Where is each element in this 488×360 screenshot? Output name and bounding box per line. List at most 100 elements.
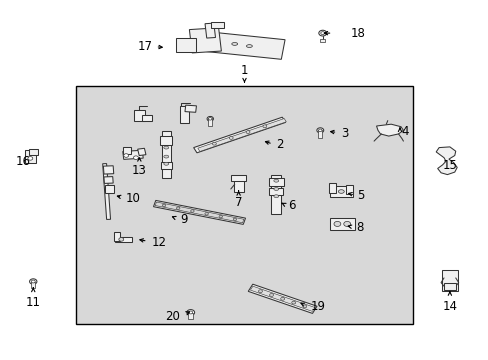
Bar: [188, 313, 193, 319]
Bar: [155, 202, 244, 223]
Ellipse shape: [133, 156, 138, 159]
Ellipse shape: [273, 188, 278, 190]
Text: 16: 16: [16, 156, 31, 168]
Text: 14: 14: [442, 300, 456, 312]
Ellipse shape: [302, 305, 306, 308]
Ellipse shape: [212, 142, 216, 145]
Ellipse shape: [190, 210, 194, 212]
Text: 9: 9: [180, 213, 187, 226]
Bar: [441, 270, 457, 291]
Bar: [162, 131, 170, 178]
Text: 4: 4: [400, 125, 407, 138]
Text: 12: 12: [151, 236, 166, 249]
Bar: [76, 86, 412, 324]
Text: 11: 11: [26, 296, 41, 309]
Bar: [114, 237, 132, 242]
Text: 7: 7: [234, 196, 242, 209]
Ellipse shape: [163, 155, 168, 158]
Text: 17: 17: [137, 40, 152, 53]
Bar: [320, 39, 325, 42]
Ellipse shape: [176, 207, 180, 210]
Ellipse shape: [233, 218, 236, 221]
Ellipse shape: [163, 146, 168, 149]
Bar: [25, 150, 36, 163]
Ellipse shape: [333, 221, 340, 226]
Ellipse shape: [320, 32, 324, 35]
Ellipse shape: [207, 116, 213, 121]
Bar: [328, 183, 335, 193]
Ellipse shape: [188, 311, 192, 314]
Bar: [231, 175, 245, 181]
Bar: [208, 118, 212, 126]
Bar: [329, 186, 352, 197]
Ellipse shape: [29, 279, 37, 284]
Bar: [122, 150, 143, 159]
Ellipse shape: [273, 179, 278, 182]
Bar: [184, 105, 196, 112]
Bar: [29, 149, 38, 155]
Bar: [142, 115, 151, 121]
Text: 3: 3: [341, 127, 348, 140]
Bar: [248, 284, 316, 314]
Ellipse shape: [318, 30, 326, 36]
Ellipse shape: [291, 301, 295, 304]
Text: 2: 2: [276, 138, 283, 150]
Bar: [161, 162, 171, 169]
Bar: [134, 110, 144, 121]
Ellipse shape: [163, 162, 168, 165]
Bar: [31, 282, 35, 288]
Bar: [250, 286, 314, 311]
Bar: [211, 22, 223, 28]
Bar: [176, 38, 195, 52]
Bar: [189, 28, 221, 53]
Bar: [346, 184, 352, 194]
Ellipse shape: [246, 45, 252, 48]
Bar: [193, 117, 285, 153]
Ellipse shape: [119, 238, 123, 241]
Text: 20: 20: [165, 310, 180, 323]
Ellipse shape: [231, 42, 237, 45]
Ellipse shape: [263, 125, 266, 128]
Bar: [269, 188, 283, 195]
Ellipse shape: [338, 190, 344, 193]
Bar: [138, 148, 145, 156]
Polygon shape: [376, 124, 403, 136]
Bar: [318, 130, 322, 138]
Text: 13: 13: [132, 164, 146, 177]
Bar: [233, 177, 243, 192]
Text: 10: 10: [126, 192, 141, 204]
Bar: [271, 175, 281, 214]
Ellipse shape: [258, 290, 262, 293]
Ellipse shape: [219, 215, 222, 218]
Text: 15: 15: [442, 159, 456, 172]
Bar: [114, 233, 120, 241]
Bar: [160, 136, 172, 145]
Bar: [329, 218, 354, 230]
Ellipse shape: [31, 280, 35, 283]
Ellipse shape: [204, 212, 208, 215]
Text: 1: 1: [240, 64, 248, 77]
Bar: [194, 31, 285, 59]
Bar: [102, 163, 110, 220]
Bar: [180, 106, 189, 123]
Ellipse shape: [318, 129, 321, 131]
Bar: [268, 178, 283, 186]
Text: 8: 8: [355, 221, 363, 234]
Bar: [198, 118, 285, 152]
Ellipse shape: [28, 157, 33, 160]
Ellipse shape: [186, 310, 194, 315]
Ellipse shape: [208, 117, 212, 120]
Bar: [204, 23, 215, 38]
Ellipse shape: [245, 131, 249, 134]
Ellipse shape: [162, 204, 165, 207]
Polygon shape: [435, 147, 456, 175]
Bar: [443, 283, 455, 290]
Ellipse shape: [343, 221, 350, 226]
Ellipse shape: [269, 293, 273, 296]
Bar: [153, 201, 245, 224]
Bar: [104, 185, 114, 193]
Bar: [123, 147, 131, 154]
Bar: [104, 177, 113, 183]
Ellipse shape: [316, 128, 323, 133]
Ellipse shape: [123, 154, 128, 157]
